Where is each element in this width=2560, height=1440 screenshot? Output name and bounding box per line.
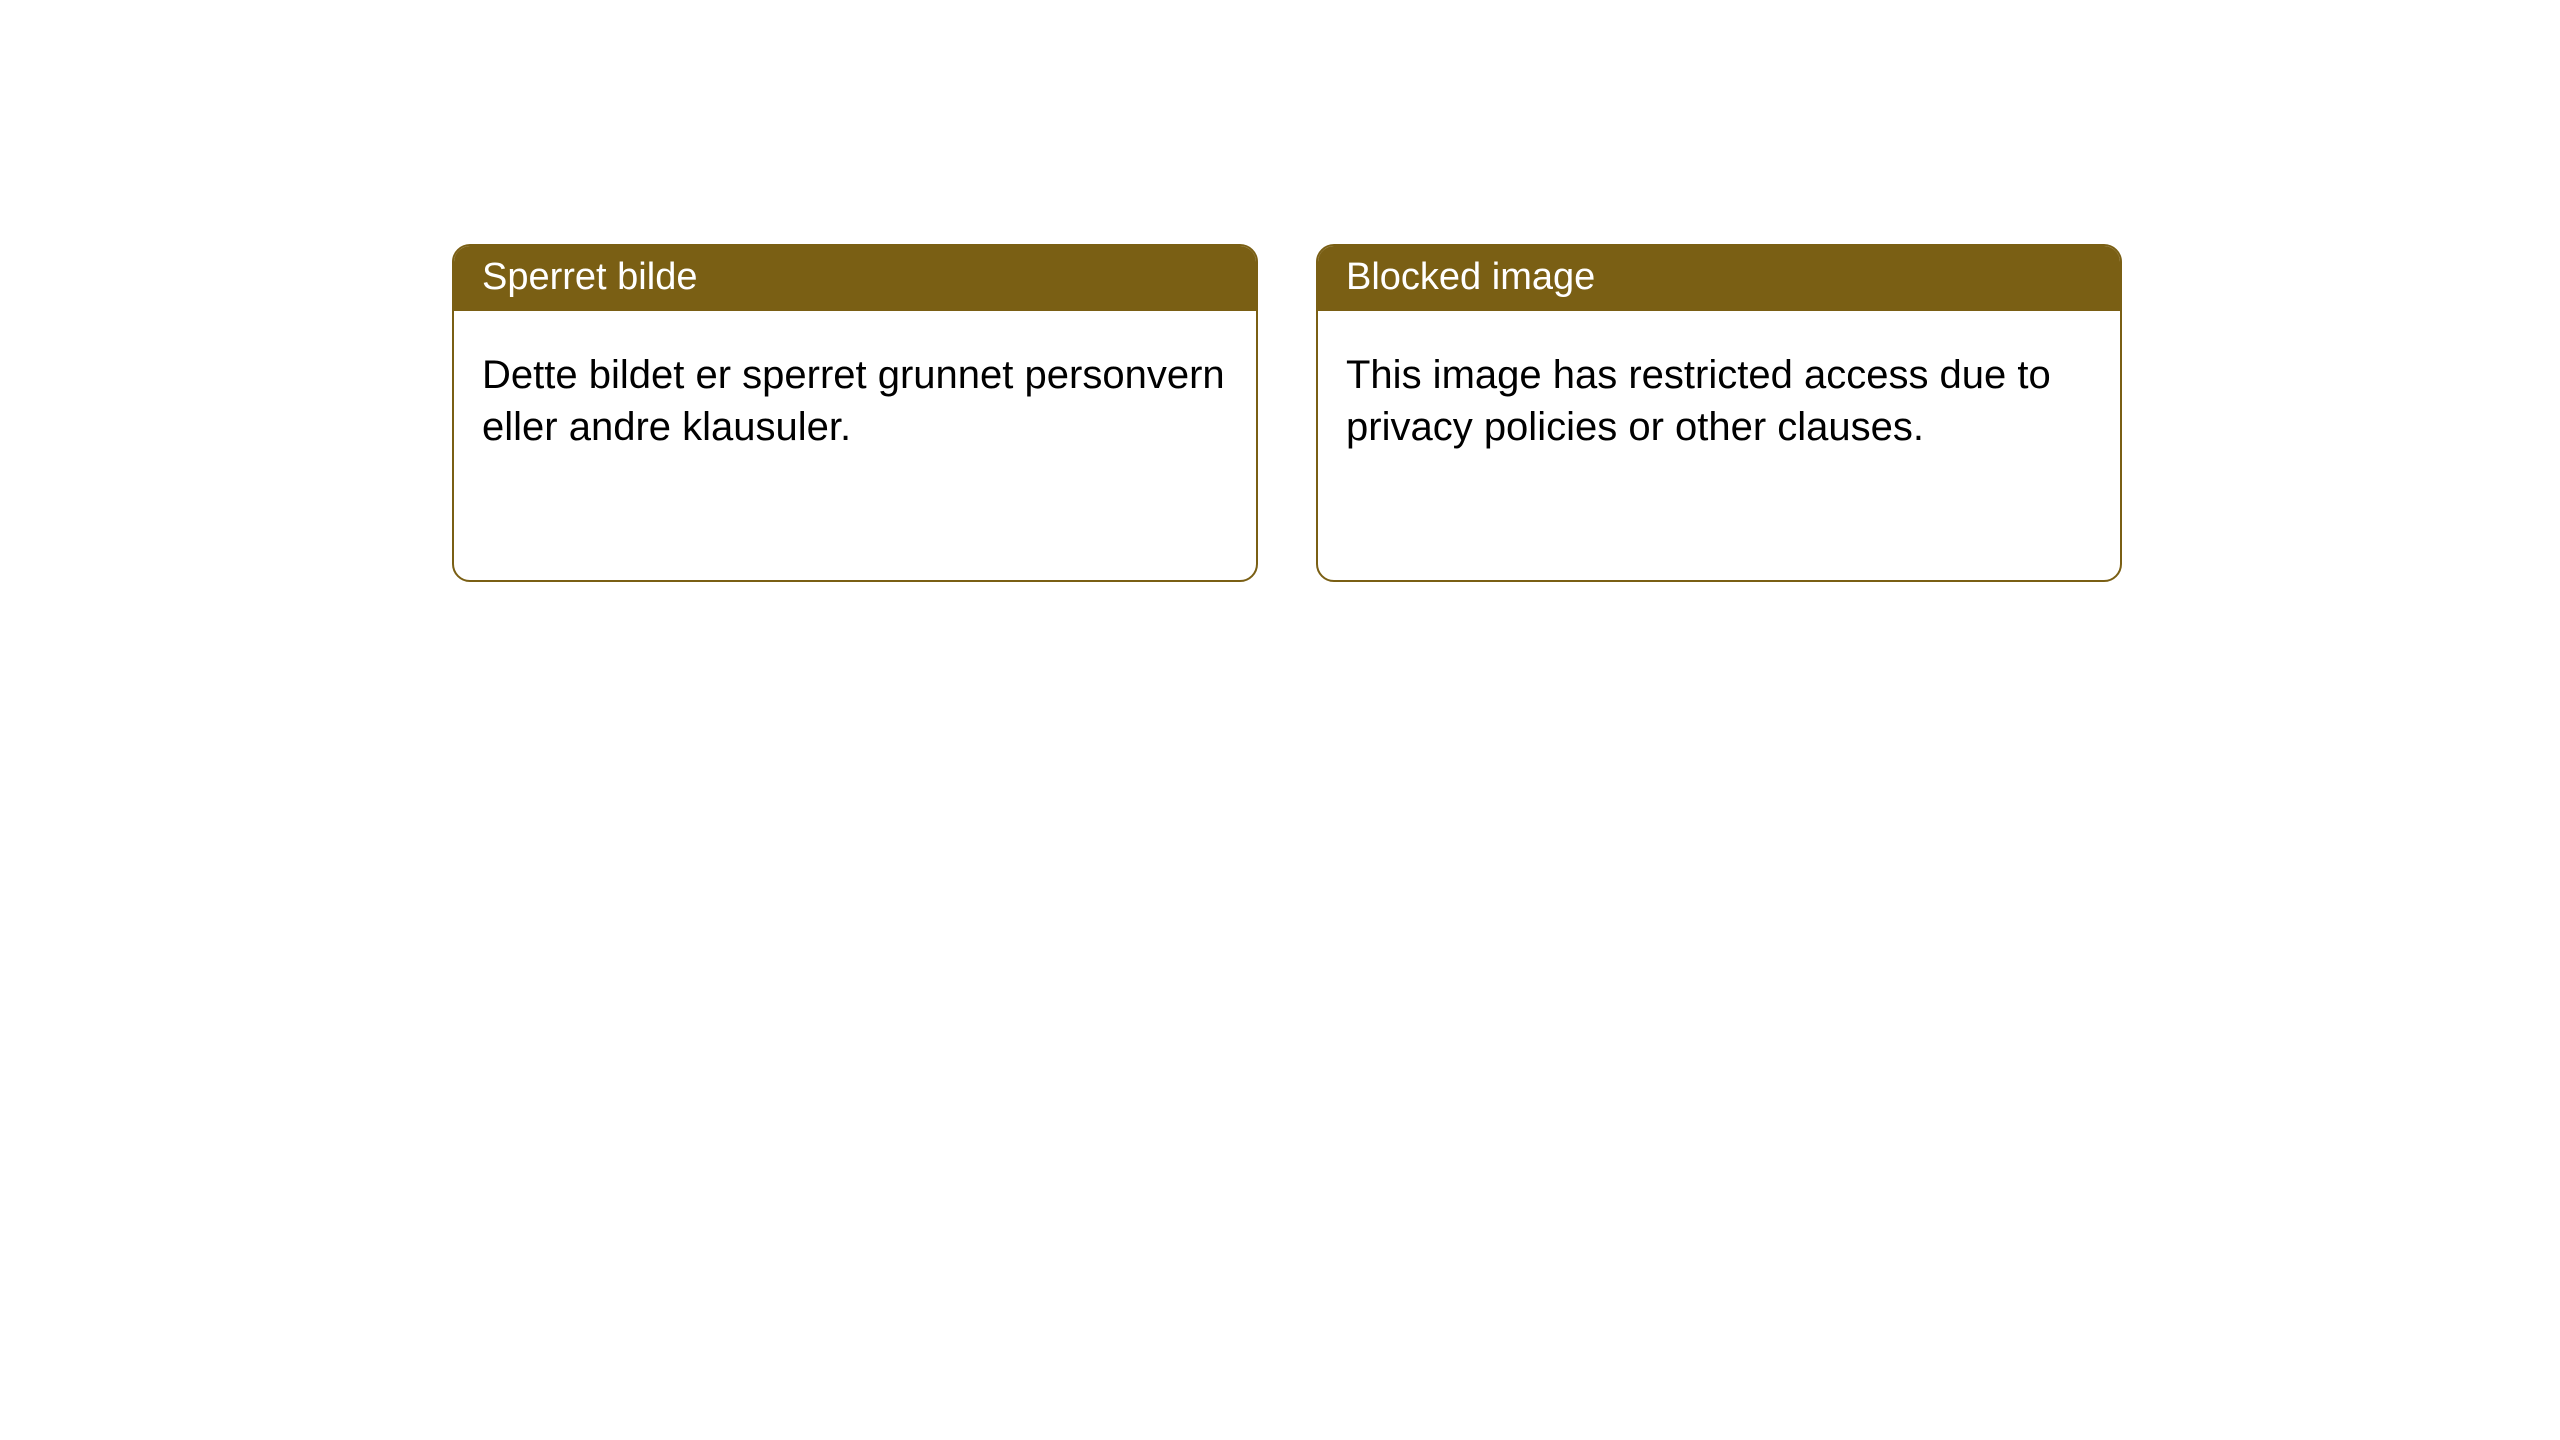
notice-container: Sperret bilde Dette bildet er sperret gr…: [0, 0, 2560, 582]
blocked-image-card-no: Sperret bilde Dette bildet er sperret gr…: [452, 244, 1258, 582]
card-body-text: This image has restricted access due to …: [1346, 353, 2051, 449]
card-title: Sperret bilde: [482, 256, 697, 298]
card-body: This image has restricted access due to …: [1318, 311, 2120, 481]
card-title: Blocked image: [1346, 256, 1595, 298]
card-header: Sperret bilde: [454, 246, 1256, 311]
card-header: Blocked image: [1318, 246, 2120, 311]
card-body-text: Dette bildet er sperret grunnet personve…: [482, 353, 1225, 449]
blocked-image-card-en: Blocked image This image has restricted …: [1316, 244, 2122, 582]
card-body: Dette bildet er sperret grunnet personve…: [454, 311, 1256, 481]
